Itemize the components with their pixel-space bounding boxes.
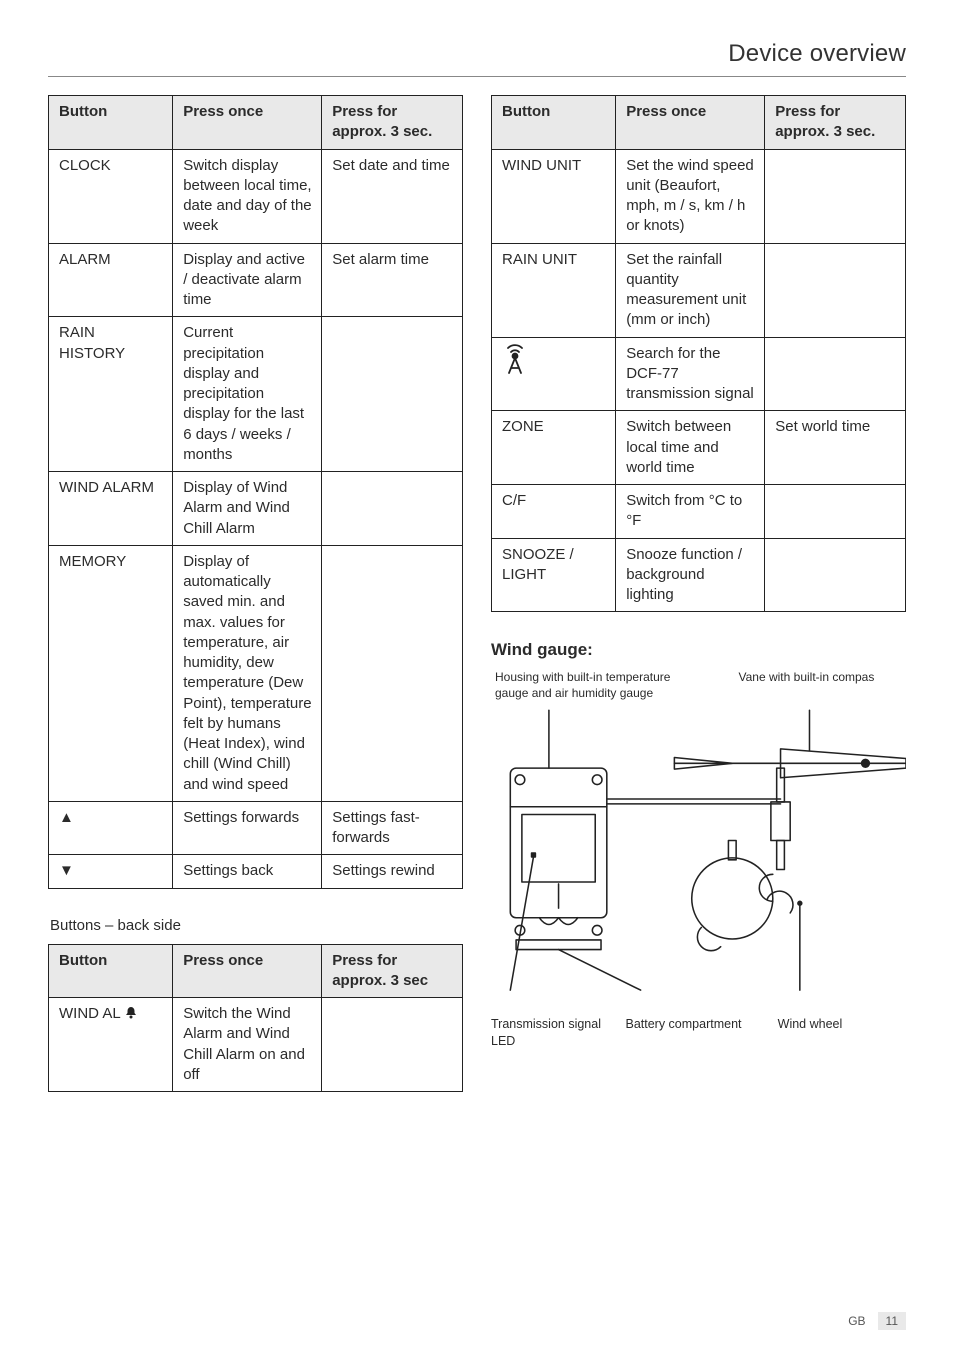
table-row: ▲Settings forwardsSettings fast-forwards <box>49 801 463 855</box>
footer-country: GB <box>848 1314 865 1328</box>
cell-press-3sec <box>322 998 463 1092</box>
cell-press-3sec <box>765 243 906 337</box>
cell-press-once: Display and active / deactivate alarm ti… <box>173 243 322 317</box>
table-row: MEMORYDisplay of automatically saved min… <box>49 545 463 801</box>
cell-press-once: Display of Wind Alarm and Wind Chill Ala… <box>173 472 322 546</box>
cell-press-once: Search for the DCF-77 transmission signa… <box>616 337 765 411</box>
footer-page-number: 11 <box>878 1312 906 1330</box>
col-press-once: Press once <box>173 944 322 998</box>
page-footer: GB 11 <box>848 1312 906 1330</box>
cell-button: ▲ <box>49 801 173 855</box>
cell-button: MEMORY <box>49 545 173 801</box>
cell-press-3sec: Set alarm time <box>322 243 463 317</box>
wind-gauge-heading: Wind gauge: <box>491 640 906 660</box>
table-row: ZONESwitch between local time and world … <box>492 411 906 485</box>
cell-button: SNOOZE / LIGHT <box>492 538 616 612</box>
cell-press-once: Switch display between local time, date … <box>173 149 322 243</box>
buttons-right-table: Button Press once Press for approx. 3 se… <box>491 95 906 612</box>
cell-press-once: Settings forwards <box>173 801 322 855</box>
two-column-layout: Button Press once Press for approx. 3 se… <box>48 95 906 1120</box>
col-button: Button <box>49 96 173 150</box>
cell-button: WIND ALARM <box>49 472 173 546</box>
wind-gauge-diagram <box>491 705 906 1005</box>
cell-press-once: Switch the Wind Alarm and Wind Chill Ala… <box>173 998 322 1092</box>
cell-press-3sec: Set date and time <box>322 149 463 243</box>
cell-button: RAIN UNIT <box>492 243 616 337</box>
wind-gauge-top-labels: Housing with built-in temperature gauge … <box>491 670 906 701</box>
cell-button: ALARM <box>49 243 173 317</box>
label-housing: Housing with built-in temperature gauge … <box>491 670 699 701</box>
cell-button: ▼ <box>49 855 173 888</box>
cell-press-once: Switch from °C to °F <box>616 485 765 539</box>
table-row: ▼Settings backSettings rewind <box>49 855 463 888</box>
table-row: SNOOZE / LIGHTSnooze function / backgrou… <box>492 538 906 612</box>
cell-press-3sec <box>322 317 463 472</box>
table-row: RAIN UNITSet the rainfall quantity measu… <box>492 243 906 337</box>
cell-press-once: Display of automatically saved min. and … <box>173 545 322 801</box>
cell-press-once: Settings back <box>173 855 322 888</box>
buttons-back-table: Button Press once Press for approx. 3 se… <box>48 944 463 1093</box>
cell-press-3sec <box>765 538 906 612</box>
back-side-caption: Buttons – back side <box>50 917 463 934</box>
label-battery-compartment: Battery compartment <box>619 1016 747 1049</box>
cell-button: CLOCK <box>49 149 173 243</box>
table-row: WIND ALARMDisplay of Wind Alarm and Wind… <box>49 472 463 546</box>
left-column: Button Press once Press for approx. 3 se… <box>48 95 463 1120</box>
col-button: Button <box>49 944 173 998</box>
cell-press-once: Set the wind speed unit (Beaufort, mph, … <box>616 149 765 243</box>
col-press-3sec: Press for approx. 3 sec. <box>765 96 906 150</box>
cell-press-3sec: Set world time <box>765 411 906 485</box>
cell-press-3sec: Settings rewind <box>322 855 463 888</box>
cell-press-once: Current precipitation display and precip… <box>173 317 322 472</box>
buttons-front-table: Button Press once Press for approx. 3 se… <box>48 95 463 889</box>
cell-press-3sec <box>322 472 463 546</box>
table-row: C/FSwitch from °C to °F <box>492 485 906 539</box>
cell-press-3sec: Settings fast-forwards <box>322 801 463 855</box>
col-press-once: Press once <box>173 96 322 150</box>
cell-button: C/F <box>492 485 616 539</box>
col-press-once: Press once <box>616 96 765 150</box>
wind-gauge-bottom-labels: Transmission signal LED Battery compartm… <box>491 1016 906 1049</box>
radio-tower-icon <box>492 337 616 411</box>
table-row: Search for the DCF-77 transmission signa… <box>492 337 906 411</box>
cell-button: WIND AL <box>49 998 173 1092</box>
col-press-3sec: Press for approx. 3 sec <box>322 944 463 998</box>
cell-press-once: Snooze function / background lighting <box>616 538 765 612</box>
cell-press-3sec <box>765 149 906 243</box>
table-row: WIND AL Switch the Wind Alarm and Wind C… <box>49 998 463 1092</box>
page-title: Device overview <box>48 40 906 77</box>
cell-button: WIND UNIT <box>492 149 616 243</box>
table-row: CLOCKSwitch display between local time, … <box>49 149 463 243</box>
cell-press-once: Switch between local time and world time <box>616 411 765 485</box>
label-wind-wheel: Wind wheel <box>748 1016 906 1049</box>
col-press-3sec: Press for approx. 3 sec. <box>322 96 463 150</box>
table-row: ALARMDisplay and active / deactivate ala… <box>49 243 463 317</box>
col-button: Button <box>492 96 616 150</box>
cell-press-once: Set the rainfall quantity measurement un… <box>616 243 765 337</box>
cell-button: ZONE <box>492 411 616 485</box>
right-column: Button Press once Press for approx. 3 se… <box>491 95 906 1120</box>
cell-press-3sec <box>322 545 463 801</box>
table-row: RAIN HISTORYCurrent precipitation displa… <box>49 317 463 472</box>
table-row: WIND UNITSet the wind speed unit (Beaufo… <box>492 149 906 243</box>
cell-button: RAIN HISTORY <box>49 317 173 472</box>
cell-press-3sec <box>765 337 906 411</box>
label-transmission-led: Transmission signal LED <box>491 1016 619 1049</box>
label-vane: Vane with built-in compas <box>699 670 907 701</box>
cell-press-3sec <box>765 485 906 539</box>
